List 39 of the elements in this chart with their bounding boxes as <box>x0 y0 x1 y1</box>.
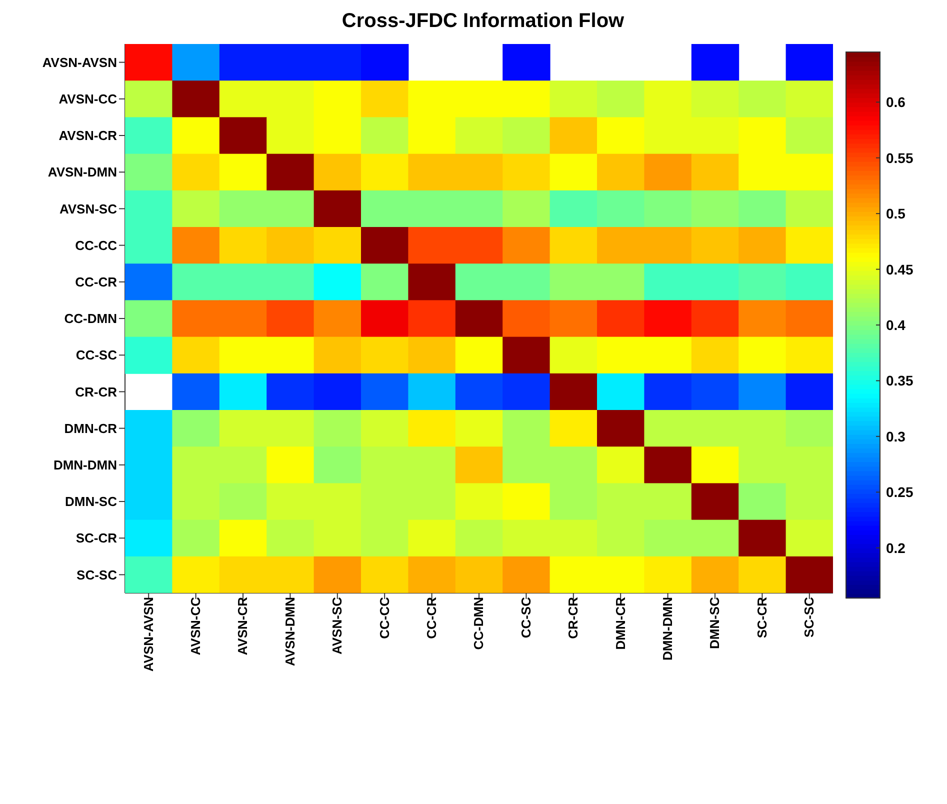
x-tick-label: CC-CR <box>424 596 440 639</box>
x-tick-label: DMN-SC <box>707 596 722 649</box>
x-tick-label: AVSN-CC <box>188 596 204 656</box>
color-bar-label: 0.25 <box>886 484 914 500</box>
color-bar-label: 0.45 <box>886 261 914 278</box>
y-tick-label: CC-CR <box>75 274 118 290</box>
x-tick-label: SC-CR <box>754 596 770 638</box>
y-tick-label: CC-CC <box>75 238 118 253</box>
y-tick-label: CC-DMN <box>64 311 117 326</box>
y-tick-label: DMN-CR <box>64 420 118 436</box>
color-bar-label: 0.3 <box>886 428 906 444</box>
x-tick-label: CC-SC <box>518 596 534 638</box>
y-tick-label: DMN-SC <box>65 494 118 510</box>
x-tick-label: CC-CC <box>376 596 392 639</box>
y-tick-label: CC-SC <box>76 348 118 363</box>
y-tick-label: AVSN-AVSN <box>42 54 117 70</box>
x-tick-label: AVSN-DMN <box>282 597 298 666</box>
x-tick-label: AVSN-SC <box>330 596 345 655</box>
y-tick-label: AVSN-CR <box>58 128 118 144</box>
x-tick-label: CC-DMN <box>471 597 486 650</box>
color-bar-label: 0.4 <box>886 317 906 333</box>
y-tick-label: AVSN-SC <box>59 201 118 216</box>
color-bar-label: 0.5 <box>886 206 906 222</box>
chart-title: Cross-JFDC Information Flow <box>340 10 626 33</box>
x-tick-label: DMN-DMN <box>660 597 676 661</box>
x-tick-label: SC-SC <box>802 596 817 638</box>
y-tick-label: AVSN-DMN <box>48 164 117 180</box>
y-tick-label: SC-CR <box>76 530 118 546</box>
y-tick-label: AVSN-CC <box>58 92 118 107</box>
color-bar-label: 0.6 <box>886 94 906 110</box>
y-tick-label: CR-CR <box>75 384 118 400</box>
color-bar-label: 0.55 <box>886 150 914 166</box>
x-tick-label: CR-CR <box>566 596 581 639</box>
color-bar-label: 0.2 <box>886 540 906 556</box>
x-tick-label: DMN-CR <box>612 596 628 650</box>
x-tick-label: AVSN-CR <box>235 596 250 656</box>
y-tick-label: SC-SC <box>76 567 118 582</box>
color-bar-label: 0.35 <box>886 372 914 389</box>
y-tick-label: DMN-DMN <box>53 458 117 473</box>
